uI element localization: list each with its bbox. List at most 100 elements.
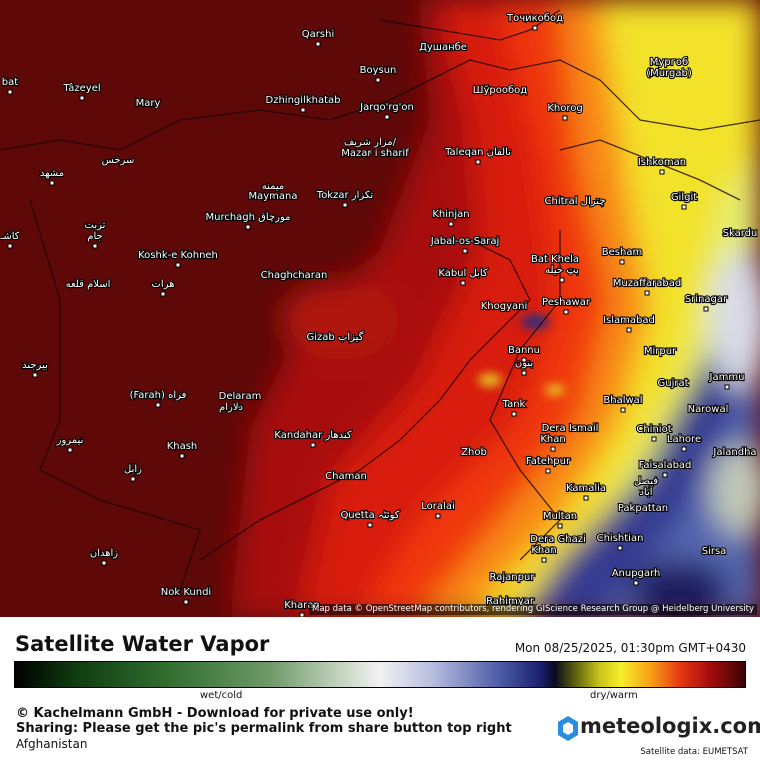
city-label: Gujrat bbox=[657, 378, 688, 389]
brand: meteologix.com bbox=[580, 714, 760, 738]
city-dot bbox=[79, 95, 85, 101]
city-label: بټ خیله bbox=[545, 265, 579, 276]
city-label: Taleqan تالقان bbox=[444, 147, 511, 158]
region: Afghanistan bbox=[16, 737, 88, 751]
legend-right: dry/warm bbox=[590, 690, 638, 701]
city-label: Chiniot bbox=[636, 424, 671, 435]
city-label: Jammu bbox=[709, 372, 745, 383]
city-label: Точикобод bbox=[506, 13, 563, 24]
city-dot bbox=[375, 77, 381, 83]
city-label: Khan bbox=[531, 545, 556, 556]
data-source: Satellite data: EUMETSAT bbox=[640, 747, 748, 757]
city-dot bbox=[633, 580, 639, 586]
city-label: Boysun bbox=[360, 65, 397, 76]
city-dot bbox=[299, 612, 305, 617]
city-label: Gilgit bbox=[671, 192, 697, 203]
city-label: bat bbox=[2, 77, 18, 88]
city-label: Mazar i sharif bbox=[341, 148, 409, 159]
city-dot bbox=[662, 472, 668, 478]
city-label: Muzaffarabad bbox=[613, 278, 681, 289]
city-label: مشهد bbox=[40, 168, 64, 179]
city-dot bbox=[703, 306, 709, 312]
city-label: مزار شریف/ bbox=[344, 137, 397, 148]
city-label: Narowal bbox=[688, 404, 729, 415]
city-label: Мургоб bbox=[650, 57, 688, 68]
city-label: زابل bbox=[124, 464, 142, 475]
city-dot bbox=[342, 202, 348, 208]
city-label: Kamalia bbox=[566, 483, 606, 494]
city-dot bbox=[681, 204, 687, 210]
city-dot bbox=[7, 243, 13, 249]
city-label: Chaman bbox=[325, 471, 367, 482]
city-label: Lahore bbox=[667, 434, 701, 445]
city-label: Multan bbox=[543, 511, 577, 522]
satellite-map: Qarshi Boysun Душанбе Точикобод Мургоб(Murga… bbox=[0, 0, 760, 617]
city-dot bbox=[644, 290, 650, 296]
city-dot bbox=[559, 277, 565, 283]
city-label: Islamabad bbox=[603, 315, 655, 326]
city-dot bbox=[681, 446, 687, 452]
city-label: Tokzar تکزار bbox=[316, 190, 374, 201]
city-dot bbox=[367, 149, 373, 155]
city-label: Dzhingilkhatab bbox=[266, 95, 341, 106]
city-label: Tank bbox=[502, 399, 526, 410]
city-dot bbox=[179, 453, 185, 459]
city-label: Maymana bbox=[248, 191, 297, 202]
city-label: تربت bbox=[85, 220, 106, 231]
city-dot bbox=[183, 599, 189, 605]
city-label: Khan bbox=[540, 434, 565, 445]
city-dot bbox=[620, 407, 626, 413]
city-label: Koshk-e Kohneh bbox=[138, 250, 218, 261]
city-label: Душанбе bbox=[419, 42, 467, 53]
city-label: Khash bbox=[167, 441, 198, 452]
city-dot bbox=[315, 41, 321, 47]
city-label: Delaram bbox=[219, 391, 262, 402]
legend-left: wet/cold bbox=[200, 690, 243, 701]
city-label: Bannu bbox=[508, 345, 540, 356]
city-dot bbox=[310, 442, 316, 448]
city-label: Besham bbox=[602, 247, 642, 258]
city-label: Quetta کوئٹہ bbox=[340, 510, 399, 521]
city-dot bbox=[237, 403, 243, 409]
city-dot bbox=[101, 560, 107, 566]
city-label: Khogyani bbox=[481, 301, 528, 312]
city-dot bbox=[130, 476, 136, 482]
city-label: Peshawar bbox=[542, 297, 591, 308]
city-label: Шўрообод bbox=[473, 84, 527, 96]
city-dot bbox=[462, 248, 468, 254]
city-dot bbox=[724, 384, 730, 390]
city-label: Kandahar کندهار bbox=[274, 430, 352, 441]
city-label: Dera Ismail bbox=[542, 423, 599, 434]
city-dot bbox=[435, 513, 441, 519]
city-dot bbox=[651, 436, 657, 442]
city-dot bbox=[270, 193, 276, 199]
city-label: Srinagar bbox=[685, 294, 728, 305]
city-label: Mirpur bbox=[644, 346, 677, 357]
city-label: Gizab گیزاب bbox=[307, 331, 364, 343]
city-label: اسلام قلعه bbox=[66, 279, 111, 290]
city-label: جام bbox=[87, 231, 102, 242]
city-dot bbox=[92, 243, 98, 249]
city-dot bbox=[617, 545, 623, 551]
city-label: Pakpattan bbox=[618, 503, 668, 514]
city-label: سرخس bbox=[102, 155, 135, 166]
city-label: Jarqo'rg'on bbox=[359, 102, 414, 113]
city-label: Khinjan bbox=[432, 209, 469, 220]
city-dot bbox=[7, 89, 13, 95]
city-label: Chitral چترال bbox=[545, 196, 606, 207]
city-dot bbox=[532, 25, 538, 31]
city-dot bbox=[448, 221, 454, 227]
city-dot bbox=[300, 107, 306, 113]
city-dot bbox=[666, 69, 672, 75]
city-label: Faisalabad bbox=[639, 460, 692, 471]
city-dot bbox=[541, 557, 547, 563]
city-label: Qarshi bbox=[302, 29, 334, 40]
city-label: Bhalwal bbox=[603, 395, 642, 406]
city-label: Zhob bbox=[461, 447, 487, 458]
city-label: Skardu bbox=[723, 228, 758, 239]
city-label: فیصل bbox=[634, 476, 658, 487]
city-dot bbox=[175, 262, 181, 268]
city-label: Chishtian bbox=[597, 533, 644, 544]
sharing-note: Sharing: Please get the pic's permalink … bbox=[16, 721, 512, 736]
city-label: دلارام bbox=[219, 402, 243, 413]
